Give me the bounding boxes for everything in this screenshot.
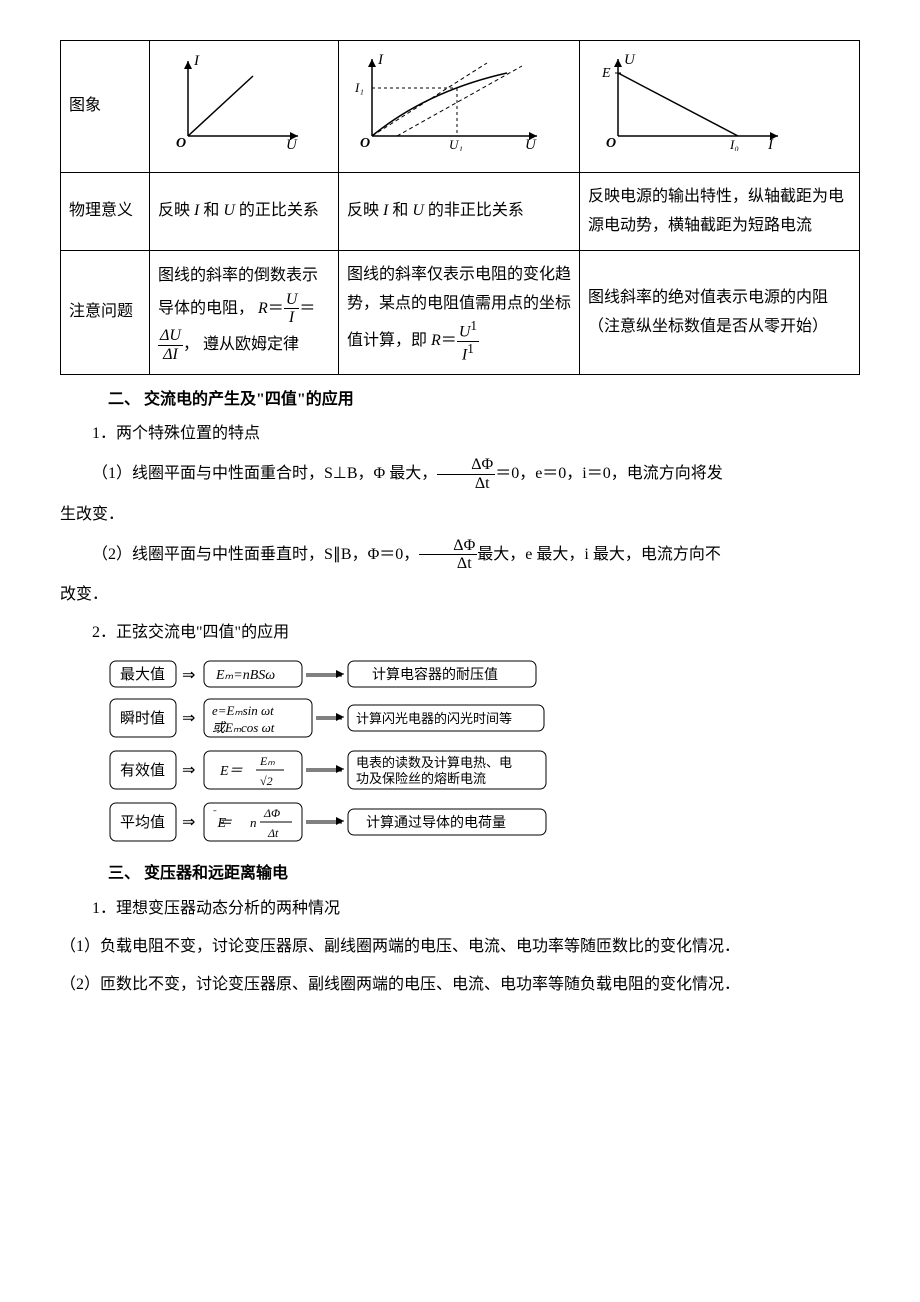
svg-text:⇒: ⇒ xyxy=(182,762,195,779)
sec3-p1: 1．理想变压器动态分析的两种情况 xyxy=(60,893,860,925)
svg-text:平均值: 平均值 xyxy=(120,814,165,831)
sec2-p3-cont: 改变． xyxy=(60,579,860,611)
graph-2-cell: I I₁ O U₁ U xyxy=(339,41,580,173)
note-2: 图线的斜率仅表示电阻的变化趋势，某点的电阻值需用点的坐标值计算，即 R＝U1I1 xyxy=(339,251,580,374)
row-image-header: 图象 xyxy=(61,41,150,173)
graph-nonlinear-iv: I I₁ O U₁ U xyxy=(347,51,547,151)
svg-text:⇒: ⇒ xyxy=(182,667,195,684)
svg-text:Eₘ: Eₘ xyxy=(259,754,275,768)
svg-text:E＝: E＝ xyxy=(219,764,243,779)
meaning-2: 反映 I 和 U 的非正比关系 xyxy=(339,172,580,251)
cell-label: 图象 xyxy=(69,97,101,114)
graph-1-cell: I O U xyxy=(150,41,339,173)
svg-text:I₀: I₀ xyxy=(729,137,739,151)
svg-text:计算电容器的耐压值: 计算电容器的耐压值 xyxy=(372,666,498,683)
graph-linear-iv: I O U xyxy=(158,51,308,151)
sec2-p1: 1．两个特殊位置的特点 xyxy=(60,418,860,450)
sec2-p3: （2）线圈平面与中性面垂直时，S∥B，Φ＝0，ΔΦΔt最大，e 最大，i 最大，… xyxy=(60,537,860,573)
svg-text:n: n xyxy=(250,815,257,830)
svg-text:O: O xyxy=(176,136,186,151)
graph-3-cell: U E O I₀ I xyxy=(580,41,860,173)
svg-text:Δt: Δt xyxy=(267,826,279,840)
svg-text:U₁: U₁ xyxy=(449,137,463,151)
svg-text:e=Eₘsin ωt: e=Eₘsin ωt xyxy=(212,703,274,718)
section-2-title: 二、 交流电的产生及"四值"的应用 xyxy=(108,387,860,413)
svg-text:E: E xyxy=(601,66,611,81)
sec2-p2: （1）线圈平面与中性面重合时，S⊥B，Φ 最大，ΔΦΔt＝0，e＝0，i＝0，电… xyxy=(60,456,860,492)
row-note-header: 注意问题 xyxy=(61,251,150,374)
svg-text:O: O xyxy=(360,136,370,151)
svg-text:功及保险丝的熔断电流: 功及保险丝的熔断电流 xyxy=(356,771,486,786)
section-3-title: 三、 变压器和远距离输电 xyxy=(108,861,860,887)
svg-text:计算闪光电器的闪光时间等: 计算闪光电器的闪光时间等 xyxy=(356,711,512,726)
svg-text:I₁: I₁ xyxy=(354,80,364,95)
svg-text:Eₘ=nBSω: Eₘ=nBSω xyxy=(215,668,275,683)
meaning-3: 反映电源的输出特性，纵轴截距为电源电动势，横轴截距为短路电流 xyxy=(580,172,860,251)
meaning-1: 反映 I 和 U 的正比关系 xyxy=(150,172,339,251)
svg-text:电表的读数及计算电热、电: 电表的读数及计算电热、电 xyxy=(356,755,512,770)
four-values-diagram: 最大值 ⇒ Eₘ=nBSω 计算电容器的耐压值 瞬时值 ⇒ e=Eₘsin ωt… xyxy=(108,655,860,854)
note-3: 图线斜率的绝对值表示电源的内阻（注意纵坐标数值是否从零开始） xyxy=(580,251,860,374)
svg-text:⇒: ⇒ xyxy=(182,814,195,831)
row-meaning-header: 物理意义 xyxy=(61,172,150,251)
svg-text:I: I xyxy=(377,52,384,68)
sec3-p2: （1）负载电阻不变，讨论变压器原、副线圈两端的电压、电流、电功率等随匝数比的变化… xyxy=(60,931,860,963)
svg-text:I: I xyxy=(193,53,200,69)
svg-text:U: U xyxy=(525,137,537,151)
svg-text:U: U xyxy=(624,52,636,68)
svg-text:⇒: ⇒ xyxy=(182,710,195,727)
note-1: 图线的斜率的倒数表示导体的电阻， R＝UI＝ΔUΔI， 遵从欧姆定律 xyxy=(150,251,339,374)
sec3-p3: （2）匝数比不变，讨论变压器原、副线圈两端的电压、电流、电功率等随负载电阻的变化… xyxy=(60,969,860,1001)
svg-text:√2: √2 xyxy=(260,774,273,788)
svg-text:U: U xyxy=(286,137,298,151)
svg-text:计算通过导体的电荷量: 计算通过导体的电荷量 xyxy=(366,815,506,831)
svg-text:瞬时值: 瞬时值 xyxy=(120,710,165,727)
sec2-p2-cont: 生改变． xyxy=(60,499,860,531)
iv-graph-table: 图象 I O U xyxy=(60,40,860,375)
svg-text:O: O xyxy=(606,136,616,151)
sec2-p4: 2．正弦交流电"四值"的应用 xyxy=(60,617,860,649)
svg-text:有效值: 有效值 xyxy=(120,762,165,779)
svg-text:Ē＝: Ē＝ xyxy=(213,810,232,831)
svg-text:ΔΦ: ΔΦ xyxy=(263,806,280,820)
svg-text:I: I xyxy=(767,137,774,151)
graph-source-ui: U E O I₀ I xyxy=(588,51,788,151)
svg-text:或Eₘcos ωt: 或Eₘcos ωt xyxy=(212,720,275,735)
svg-text:最大值: 最大值 xyxy=(120,666,165,683)
